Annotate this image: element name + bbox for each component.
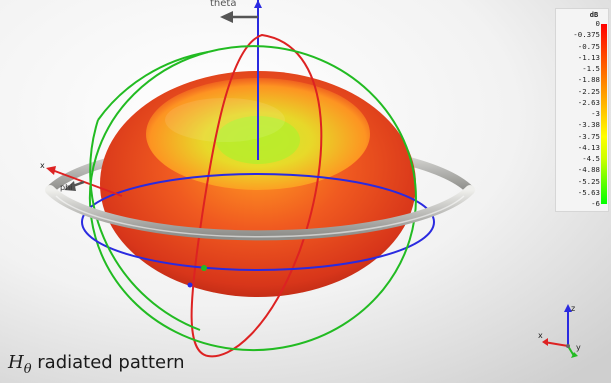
phi-label: phi bbox=[60, 183, 72, 192]
colorbar-tick-label: 0 bbox=[595, 19, 600, 28]
reference-ring-front bbox=[45, 185, 475, 241]
triad-y-arrow bbox=[571, 352, 578, 358]
colorbar-tick-label: -0.375 bbox=[573, 30, 600, 40]
colorbar-tick-label: -1.88 bbox=[577, 75, 600, 85]
theta-arrow-head bbox=[220, 11, 233, 23]
x-axis-line bbox=[51, 169, 123, 197]
caption-symbol: H bbox=[8, 352, 24, 373]
colorbar-tick-label: -3.38 bbox=[577, 120, 600, 130]
triad-x-label: x bbox=[538, 331, 543, 340]
pattern-caption: Hθ radiated pattern bbox=[8, 352, 185, 377]
caption-subscript: θ bbox=[23, 362, 32, 377]
triad-z-label: z bbox=[571, 304, 575, 313]
x-axis-arrow bbox=[46, 166, 56, 175]
theta-ring-front bbox=[131, 45, 417, 352]
reference-ring-highlight bbox=[55, 195, 465, 238]
colorbar-tick-label: -1.5 bbox=[582, 64, 600, 73]
caption-text: radiated pattern bbox=[37, 352, 185, 373]
colorbar-tick-label: -4.88 bbox=[577, 165, 600, 175]
colorbar-tick-label: -0.75 bbox=[577, 41, 600, 51]
radiation-pattern-surface bbox=[100, 71, 416, 297]
phi-ring bbox=[81, 173, 435, 271]
theta-ring-bottom bbox=[89, 119, 201, 331]
triad-z-arrow bbox=[564, 304, 572, 312]
colorbar-tick-label: -2.63 bbox=[577, 97, 600, 107]
colorbar-tick-label: -4.13 bbox=[577, 142, 600, 152]
triad-origin bbox=[566, 344, 570, 348]
phi-arrow-head bbox=[64, 181, 76, 191]
colorbar-tick-label: -2.25 bbox=[577, 86, 600, 96]
colorbar-tick-label: -6 bbox=[591, 199, 600, 208]
colorbar-legend: dB 0 -0.375 -0.75 -1.13 -1.5 -1.88 -2.25 -2.63 -… bbox=[555, 8, 609, 212]
colorbar-tick-label: -1.13 bbox=[577, 52, 600, 62]
colorbar-strip bbox=[601, 24, 607, 204]
z-axis-arrow bbox=[254, 0, 262, 8]
x-axis-label: x bbox=[40, 161, 45, 170]
y-axis-marker bbox=[201, 265, 207, 271]
theta-ring-back bbox=[89, 51, 209, 301]
theta-ring-left bbox=[97, 51, 209, 121]
origin-marker bbox=[187, 282, 193, 288]
colorbar-unit: dB bbox=[589, 11, 599, 19]
colorbar-tick-label: -3.75 bbox=[577, 131, 600, 141]
colorbar-tick-label: -5.63 bbox=[577, 187, 600, 197]
colorbar-tick-label: -5.25 bbox=[577, 176, 600, 186]
axis-triad: z x y bbox=[538, 304, 581, 358]
colorbar-tick-label: -3 bbox=[591, 109, 600, 118]
colorbar-tick-label: -4.5 bbox=[582, 154, 600, 163]
theta-label: theta bbox=[210, 0, 236, 9]
elevation-ring bbox=[190, 33, 323, 358]
triad-y-label: y bbox=[576, 343, 581, 352]
triad-x-arrow bbox=[542, 338, 548, 346]
colorbar-tick-labels: 0 -0.375 -0.75 -1.13 -1.5 -1.88 -2.25 -2.63 -3 -3… bbox=[556, 9, 600, 211]
